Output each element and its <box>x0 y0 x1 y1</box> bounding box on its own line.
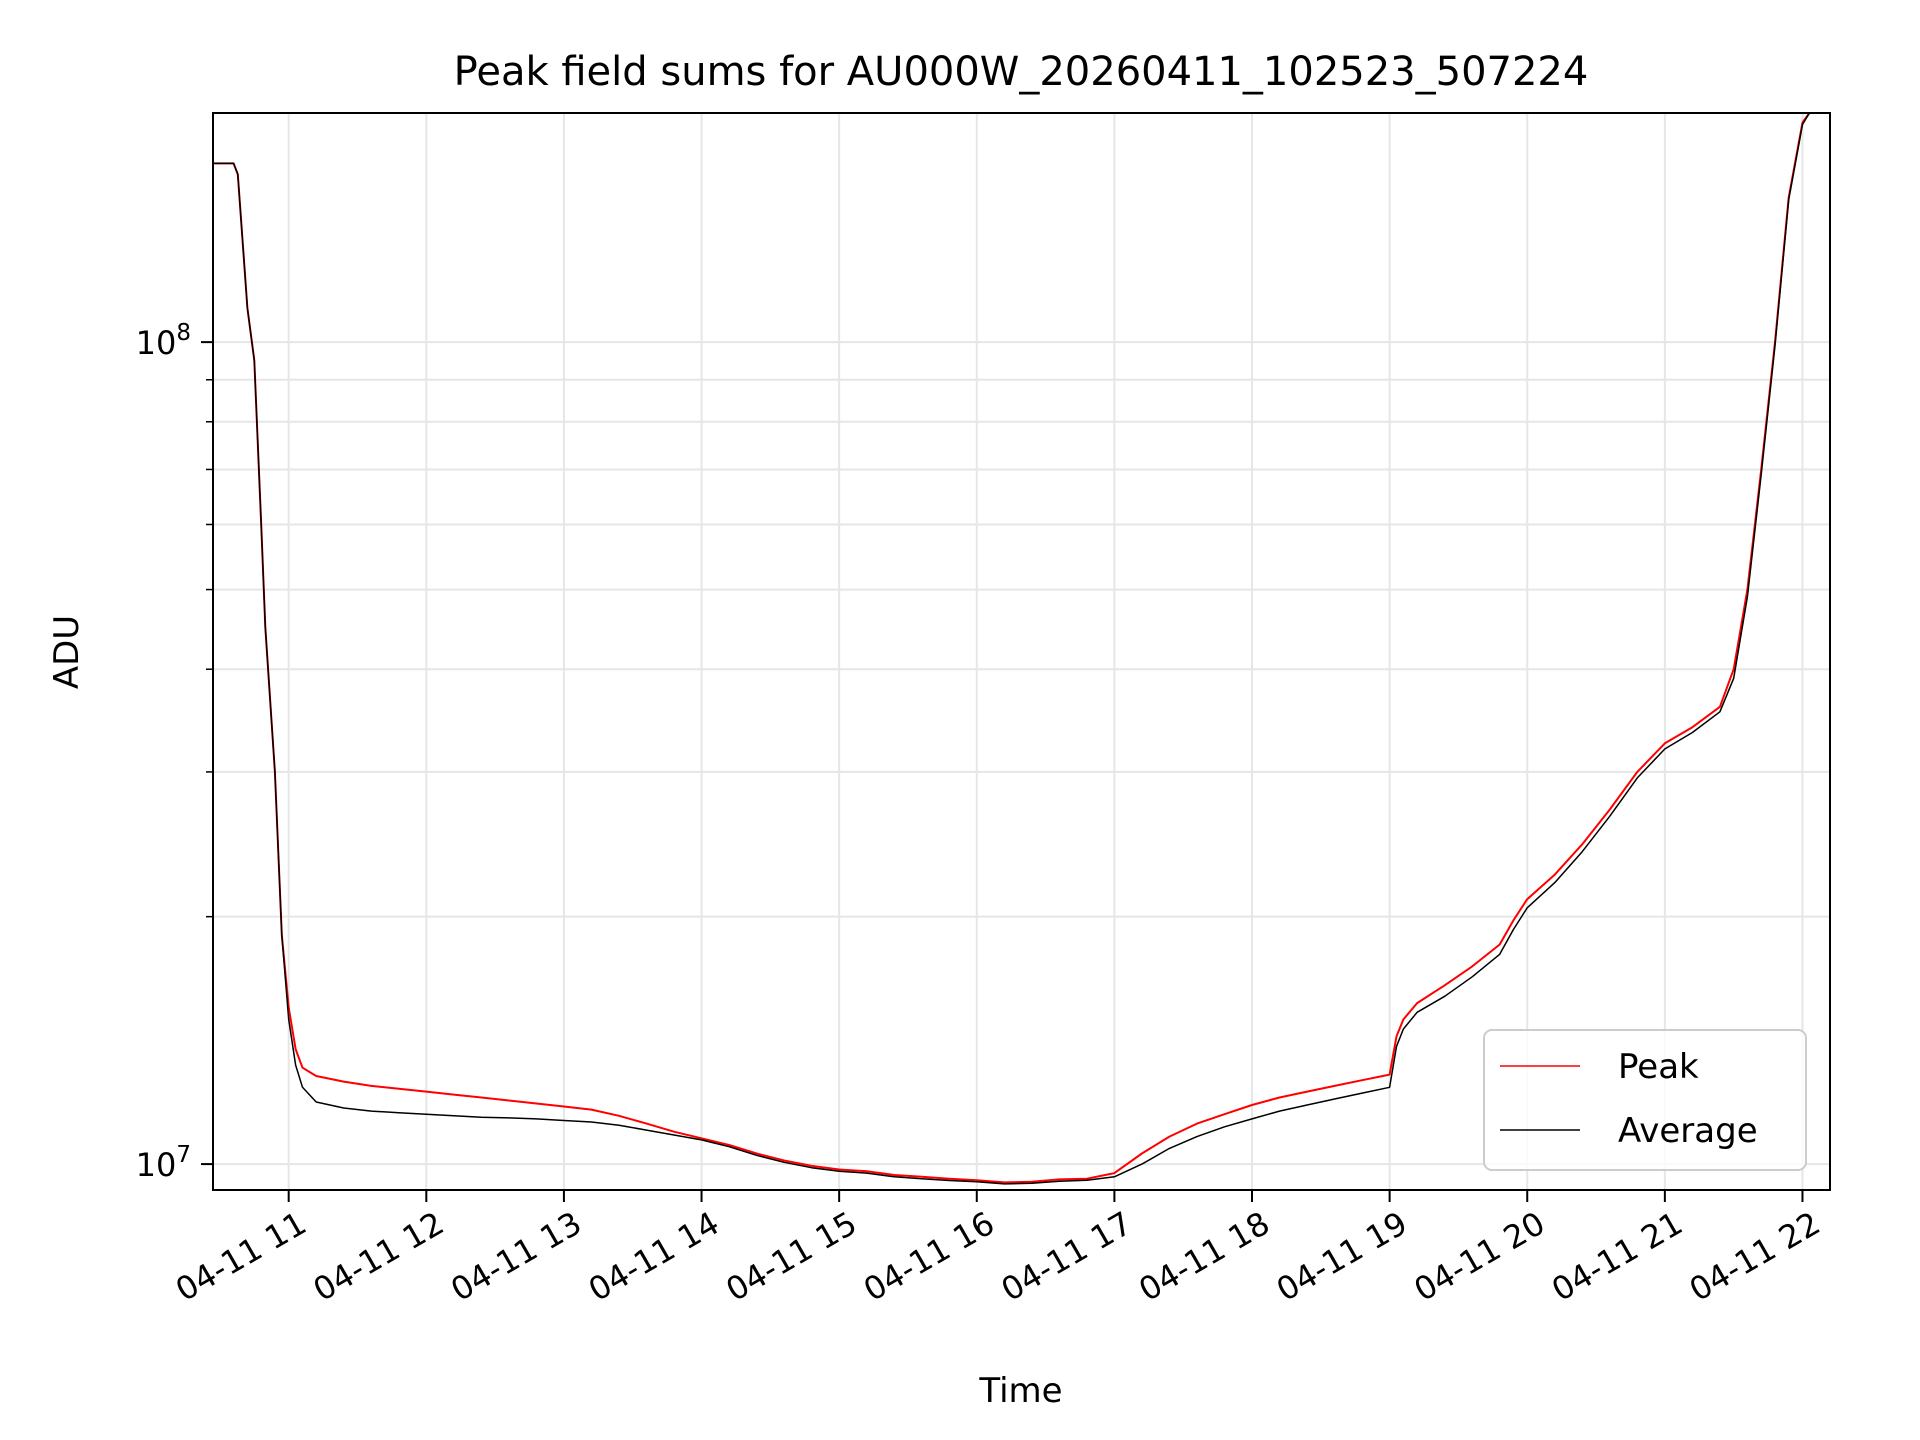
chart-title: Peak field sums for AU000W_20260411_1025… <box>454 49 1589 95</box>
y-axis-label: ADU <box>47 615 87 689</box>
legend-box <box>1483 1029 1807 1171</box>
y-tick-label: 108 <box>136 320 191 362</box>
legend: Peak Average <box>1483 1029 1807 1171</box>
series-line-average <box>213 113 1811 1185</box>
legend-label-peak: Peak <box>1618 1047 1699 1087</box>
series-line-peak <box>213 113 1811 1184</box>
grid <box>213 113 1830 1190</box>
y-tick-label: 107 <box>136 1142 191 1184</box>
plot-frame <box>212 112 1831 1191</box>
legend-label-average: Average <box>1618 1111 1758 1151</box>
x-axis-label: Time <box>978 1371 1062 1411</box>
series-layer <box>213 113 1811 1185</box>
